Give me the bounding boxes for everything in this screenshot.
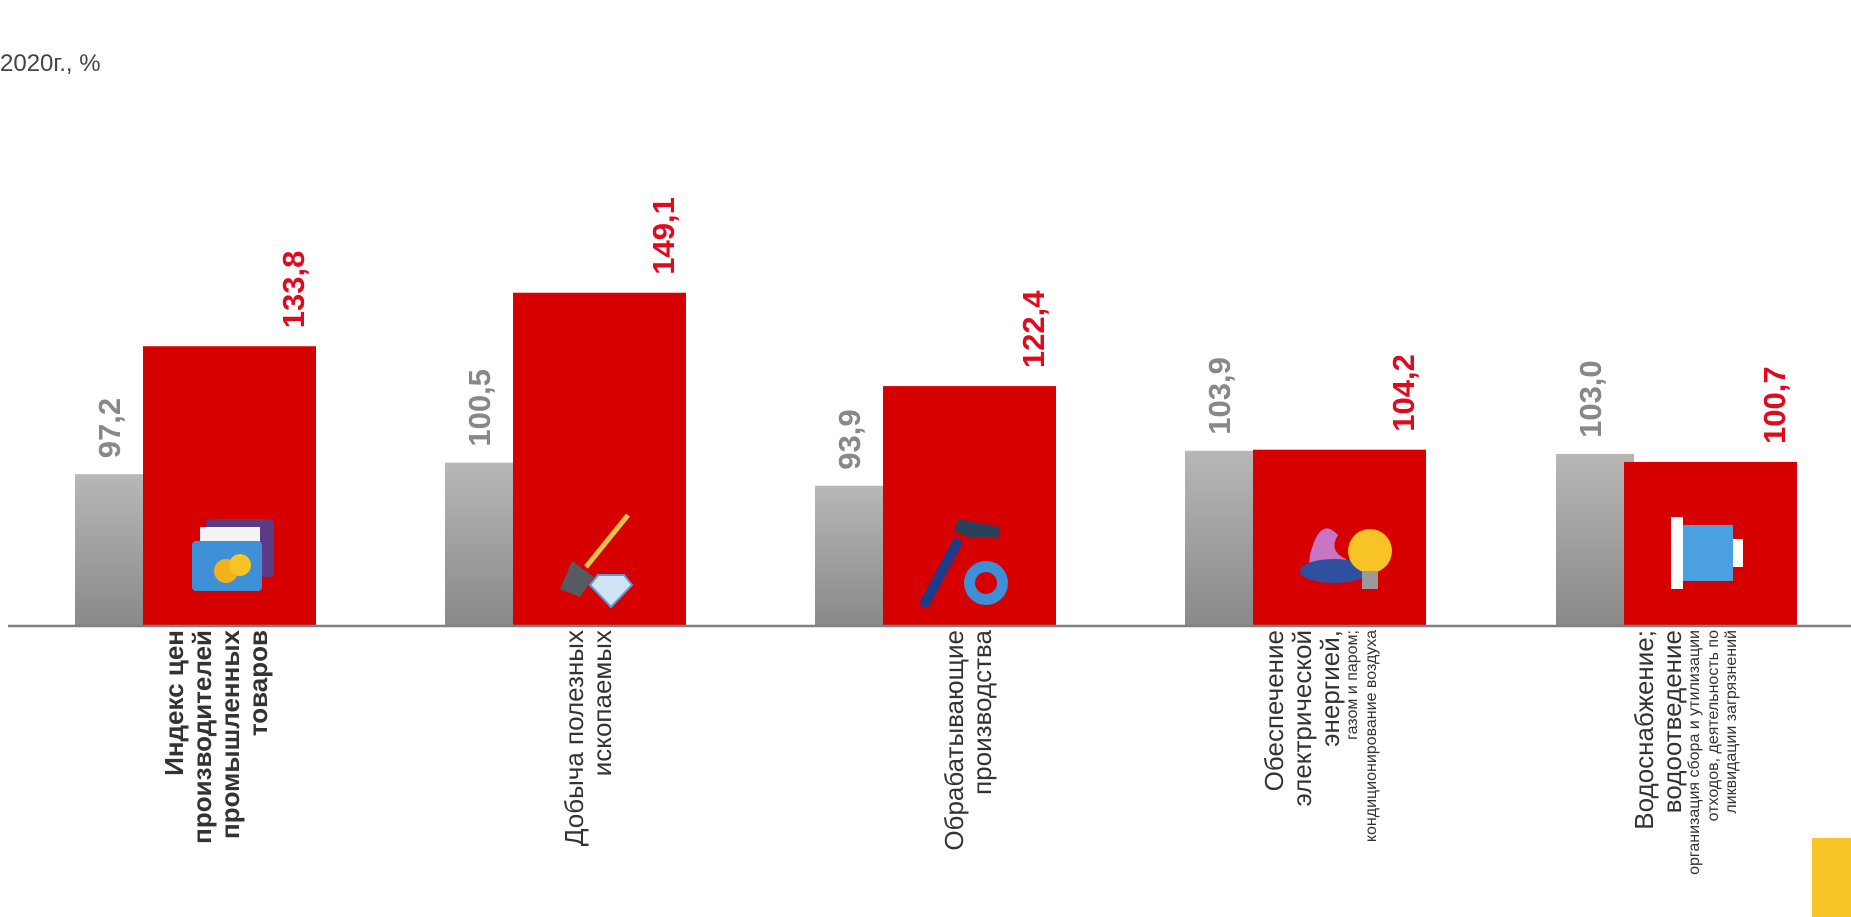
value-label-gray-5: 103,0 (1573, 360, 1608, 438)
bar-gray-3 (815, 485, 893, 626)
chart-subtitle: 2020г., % (0, 50, 101, 77)
folder-coins-icon (192, 519, 274, 591)
value-label-red-4: 104,2 (1386, 354, 1421, 432)
category-label-main: Добыча полезных ископаемых (559, 630, 618, 847)
bar-red-4 (1253, 449, 1426, 626)
hammer-gear-icon (919, 519, 1008, 608)
shovel-diamond-icon (560, 513, 634, 609)
category-label-sub: газом и паром; кондиционирование воздуха (1344, 630, 1380, 843)
bar-gray-5 (1556, 453, 1634, 626)
value-label-gray-4: 103,9 (1202, 357, 1237, 435)
value-label-gray-3: 93,9 (832, 409, 867, 469)
category-label-main: Обрабатывающие производства (939, 630, 998, 851)
value-label-gray-2: 100,5 (462, 369, 497, 447)
value-label-red-5: 100,7 (1757, 366, 1792, 444)
flame-bulb-icon (1300, 528, 1392, 589)
category-label-main: Водоснабжение; водоотведение (1629, 630, 1688, 830)
bar-red-2 (513, 292, 686, 626)
category-label-main: Обеспечение электрической энергией, (1259, 630, 1346, 807)
value-label-red-2: 149,1 (646, 197, 681, 275)
category-label-main: Индекс цен производителей промышленных т… (159, 630, 274, 844)
bar-gray-1 (75, 474, 153, 626)
value-label-gray-1: 97,2 (92, 398, 127, 458)
category-label-sub: организация сбора и утилизации отходов, … (1686, 630, 1740, 875)
value-label-red-3: 122,4 (1016, 290, 1051, 368)
bar-gray-4 (1185, 450, 1263, 626)
pipe-icon (1671, 517, 1743, 589)
value-label-red-1: 133,8 (276, 251, 311, 329)
page-number-badge (1812, 838, 1851, 917)
bar-gray-2 (445, 462, 523, 626)
